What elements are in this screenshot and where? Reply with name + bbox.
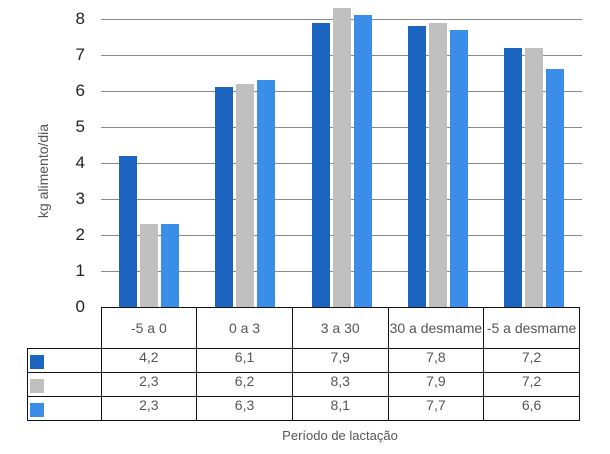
bar — [215, 87, 234, 307]
bar — [524, 47, 543, 307]
category-label: -5 a 0 — [100, 307, 198, 349]
table-row: 2,3 6,2 8,3 7,9 7,2 — [27, 372, 580, 397]
bar — [161, 224, 180, 307]
category-label: 0 a 3 — [196, 307, 293, 349]
legend-swatch-icon — [30, 354, 44, 369]
legend-swatch-icon — [30, 378, 44, 393]
value-cell: 7,9 — [387, 372, 485, 397]
category-label: 30 a desmame — [387, 307, 485, 349]
value-cell: 8,1 — [291, 396, 389, 421]
value-cell: 6,3 — [196, 396, 293, 421]
bar — [140, 224, 159, 307]
value-cell: 6,1 — [196, 348, 293, 373]
bar — [407, 26, 426, 307]
y-tick-label: 2 — [75, 225, 85, 244]
legend-swatch-icon — [30, 402, 44, 417]
legend-cell — [27, 372, 102, 397]
y-tick-label: 0 — [75, 297, 85, 316]
table-corner — [28, 308, 102, 349]
value-cell: 7,2 — [483, 372, 580, 397]
bar — [503, 47, 522, 307]
value-cell: 6,6 — [483, 396, 580, 421]
y-tick-label: 4 — [75, 153, 85, 172]
y-tick-label: 5 — [75, 117, 85, 136]
bar — [545, 69, 564, 307]
y-tick-label: 7 — [75, 45, 85, 64]
value-cell: 7,9 — [291, 348, 389, 373]
y-tick-label: 3 — [75, 189, 85, 208]
x-axis-label: Período de lactação — [282, 428, 398, 443]
y-tick-label: 8 — [75, 9, 85, 28]
value-cell: 7,2 — [483, 348, 580, 373]
bar — [428, 22, 447, 307]
y-axis-label: kg alimento/dia — [35, 123, 51, 219]
bar — [119, 155, 138, 307]
bar — [311, 22, 330, 307]
table-row: 4,2 6,1 7,9 7,8 7,2 — [27, 348, 580, 373]
value-cell: 6,2 — [196, 372, 293, 397]
table-row: 2,3 6,3 8,1 7,7 6,6 — [27, 396, 580, 421]
y-tick-label: 6 — [75, 81, 85, 100]
bar — [449, 29, 468, 307]
value-cell: 7,8 — [387, 348, 485, 373]
value-cell: 7,7 — [387, 396, 485, 421]
category-label: -5 a desmame — [483, 307, 580, 349]
legend-cell — [27, 396, 102, 421]
bar — [236, 83, 255, 307]
value-cell: 2,3 — [100, 372, 198, 397]
value-cell: 8,3 — [291, 372, 389, 397]
value-cell: 4,2 — [100, 348, 198, 373]
value-cell: 2,3 — [100, 396, 198, 421]
bar — [332, 8, 351, 307]
category-label: 3 a 30 — [291, 307, 389, 349]
bar — [353, 15, 372, 307]
legend-cell — [27, 348, 102, 373]
y-tick-label: 1 — [75, 261, 85, 280]
bar — [257, 80, 276, 307]
